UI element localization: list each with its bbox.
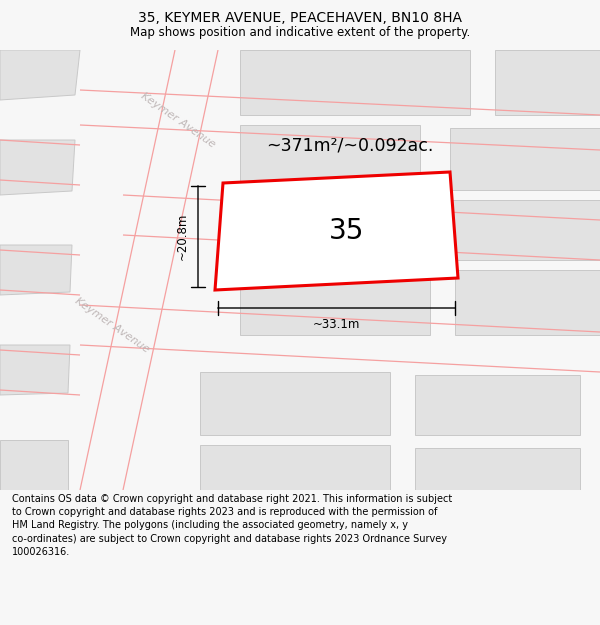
Polygon shape [450,128,600,190]
Polygon shape [495,50,600,115]
Polygon shape [0,245,72,295]
Text: Contains OS data © Crown copyright and database right 2021. This information is : Contains OS data © Crown copyright and d… [12,494,452,557]
Polygon shape [0,345,70,395]
Text: Keymer Avenue: Keymer Avenue [73,296,151,354]
Polygon shape [450,200,600,260]
Polygon shape [415,448,580,490]
Text: 35: 35 [329,217,364,245]
Polygon shape [200,445,390,490]
Polygon shape [200,372,390,435]
Polygon shape [215,172,458,290]
Text: Map shows position and indicative extent of the property.: Map shows position and indicative extent… [130,26,470,39]
Text: ~20.8m: ~20.8m [176,213,188,260]
Text: ~33.1m: ~33.1m [313,318,360,331]
Text: Keymer Avenue: Keymer Avenue [139,91,217,149]
Polygon shape [0,440,68,490]
Polygon shape [415,375,580,435]
Polygon shape [240,50,470,115]
Polygon shape [455,270,600,335]
Polygon shape [240,125,420,190]
Polygon shape [0,50,80,100]
Text: ~371m²/~0.092ac.: ~371m²/~0.092ac. [266,136,434,154]
Polygon shape [0,140,75,195]
Polygon shape [240,260,430,335]
Text: 35, KEYMER AVENUE, PEACEHAVEN, BN10 8HA: 35, KEYMER AVENUE, PEACEHAVEN, BN10 8HA [138,11,462,25]
